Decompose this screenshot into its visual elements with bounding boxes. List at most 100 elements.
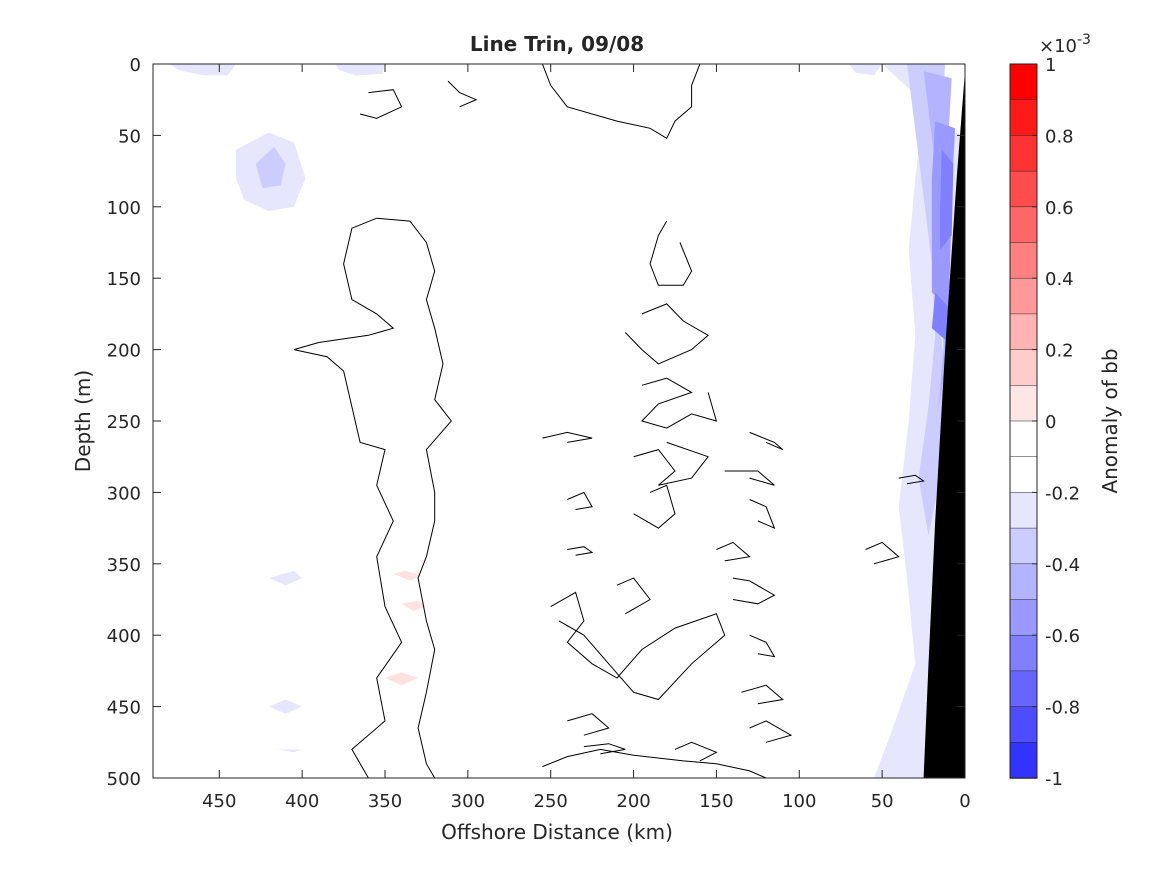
plot-area: 450 400 350 300 250 200 150 100 50 0 0 50 100 150 200… [107, 55, 971, 812]
zero-contour-line [293, 217, 403, 778]
zero-contour-line [732, 577, 776, 605]
zero-contour-line [542, 748, 767, 778]
colorbar-exponent: ×10-3 [1039, 32, 1091, 57]
colorbar-exponent-base: ×10 [1039, 36, 1077, 57]
y-tick-label: 350 [107, 555, 141, 576]
colorbar-tick-label: -0.8 [1045, 698, 1080, 719]
y-tick-label: 50 [118, 126, 141, 147]
colorbar-label: Anomaly of bb [1098, 348, 1122, 493]
zero-contour-line [616, 577, 651, 615]
negative-anomaly-region [907, 64, 952, 536]
colorbar-ticks: 1 0.8 0.6 0.4 0.2 0 -0.2 -0.4 -0.6 -0.8 -1 [1032, 55, 1080, 790]
y-tick-label: 100 [107, 198, 141, 219]
zero-contour-line [376, 217, 452, 778]
zero-contour-line [447, 80, 478, 108]
zero-contour-line [541, 64, 701, 140]
y-tick-label: 400 [107, 626, 141, 647]
y-tick-label: 150 [107, 269, 141, 290]
y-tick-label: 300 [107, 483, 141, 504]
zero-contour-line [749, 634, 776, 658]
x-axis-label: Offshore Distance (km) [441, 820, 673, 844]
zero-contour-line [542, 431, 593, 443]
colorbar-tick-label: -1 [1045, 769, 1063, 790]
colorbar-segment [1009, 706, 1038, 744]
zero-contour-line [640, 377, 718, 429]
chart-title: Line Trin, 09/08 [470, 32, 644, 56]
zero-contour-line [624, 303, 709, 365]
y-tick-label: 200 [107, 341, 141, 362]
zero-contour-line [567, 491, 593, 510]
colorbar-segment [1009, 63, 1038, 101]
zero-contour-line [749, 499, 776, 530]
negative-anomaly-region [940, 149, 954, 250]
colorbar-segment [1009, 99, 1038, 137]
zero-contour-line [865, 541, 900, 565]
y-tick-label: 450 [107, 698, 141, 719]
x-tick-label: 50 [871, 791, 894, 812]
zero-contour-line [898, 474, 925, 485]
colorbar-tick-label: 0 [1045, 412, 1056, 433]
colorbar-tick-label: 0.6 [1045, 198, 1074, 219]
x-tick-label: 250 [534, 791, 568, 812]
x-tick-label: 200 [616, 791, 650, 812]
negative-anomaly-region [931, 292, 949, 343]
colorbar-segment [1009, 563, 1038, 601]
colorbar-tick-label: -0.2 [1045, 483, 1080, 504]
colorbar-tick-label: 0.2 [1045, 341, 1074, 362]
colorbar-segment [1009, 527, 1038, 565]
negative-anomaly-region [849, 64, 883, 76]
zero-contour-line [749, 720, 793, 743]
positive-anomaly-region [393, 570, 422, 581]
positive-anomaly-region [385, 672, 419, 686]
zero-contour-line [567, 546, 594, 556]
y-tick-label: 0 [130, 55, 141, 76]
zero-contour-line [633, 441, 709, 486]
x-tick-label: 450 [202, 791, 236, 812]
colorbar-segment [1009, 456, 1038, 494]
negative-anomaly-region [255, 146, 286, 189]
colorbar-segment [1009, 206, 1038, 244]
zero-contour-line [567, 713, 610, 736]
colorbar-tick-label: 1 [1045, 55, 1056, 76]
colorbar-segment [1009, 242, 1038, 279]
negative-anomaly-region [277, 749, 303, 753]
y-tick-label: 250 [107, 412, 141, 433]
x-tick-label: 300 [451, 791, 485, 812]
x-tick-label: 100 [782, 791, 816, 812]
zero-contour-line [550, 591, 726, 701]
positive-anomaly-region [401, 600, 427, 611]
negative-anomaly-region [269, 699, 303, 714]
colorbar-segment [1009, 170, 1038, 208]
colorbar-segment [1009, 599, 1038, 636]
x-tick-label: 0 [959, 791, 970, 812]
y-axis-ticks: 0 50 100 150 200 250 300 350 400 450 500 [107, 55, 965, 790]
colorbar-exponent-power: -3 [1077, 32, 1091, 48]
colorbar-tick-label: -0.4 [1045, 555, 1080, 576]
x-tick-label: 400 [285, 791, 319, 812]
x-tick-label: 350 [368, 791, 402, 812]
x-axis-ticks: 450 400 350 300 250 200 150 100 50 0 [202, 64, 971, 812]
zero-contour-line [716, 541, 751, 562]
negative-anomaly-region [335, 64, 385, 76]
colorbar-tick-label: 0.8 [1045, 126, 1074, 147]
colorbar-segment [1009, 492, 1038, 529]
colorbar-segment [1009, 277, 1038, 315]
y-axis-label: Depth (m) [71, 370, 95, 472]
zero-contour-line [741, 684, 784, 705]
colorbar-segment [1009, 742, 1038, 779]
zero-contour-lines [293, 64, 925, 778]
colorbar-segment [1009, 385, 1038, 422]
colorbar-segment [1009, 634, 1038, 672]
colorbar-segment [1009, 313, 1038, 351]
colorbar-segment [1009, 135, 1038, 172]
colorbar-segment [1009, 349, 1038, 387]
zero-contour-line [649, 220, 693, 286]
zero-contour-line [359, 89, 403, 119]
negative-anomaly-region [269, 570, 303, 586]
colorbar-segment [1009, 670, 1038, 708]
zero-contour-line [724, 470, 775, 486]
colorbar: 1 0.8 0.6 0.4 0.2 0 -0.2 -0.4 -0.6 -0.8 -1 ×10-3 A… [1009, 32, 1122, 790]
zero-contour-line [674, 741, 718, 762]
x-tick-label: 150 [699, 791, 733, 812]
